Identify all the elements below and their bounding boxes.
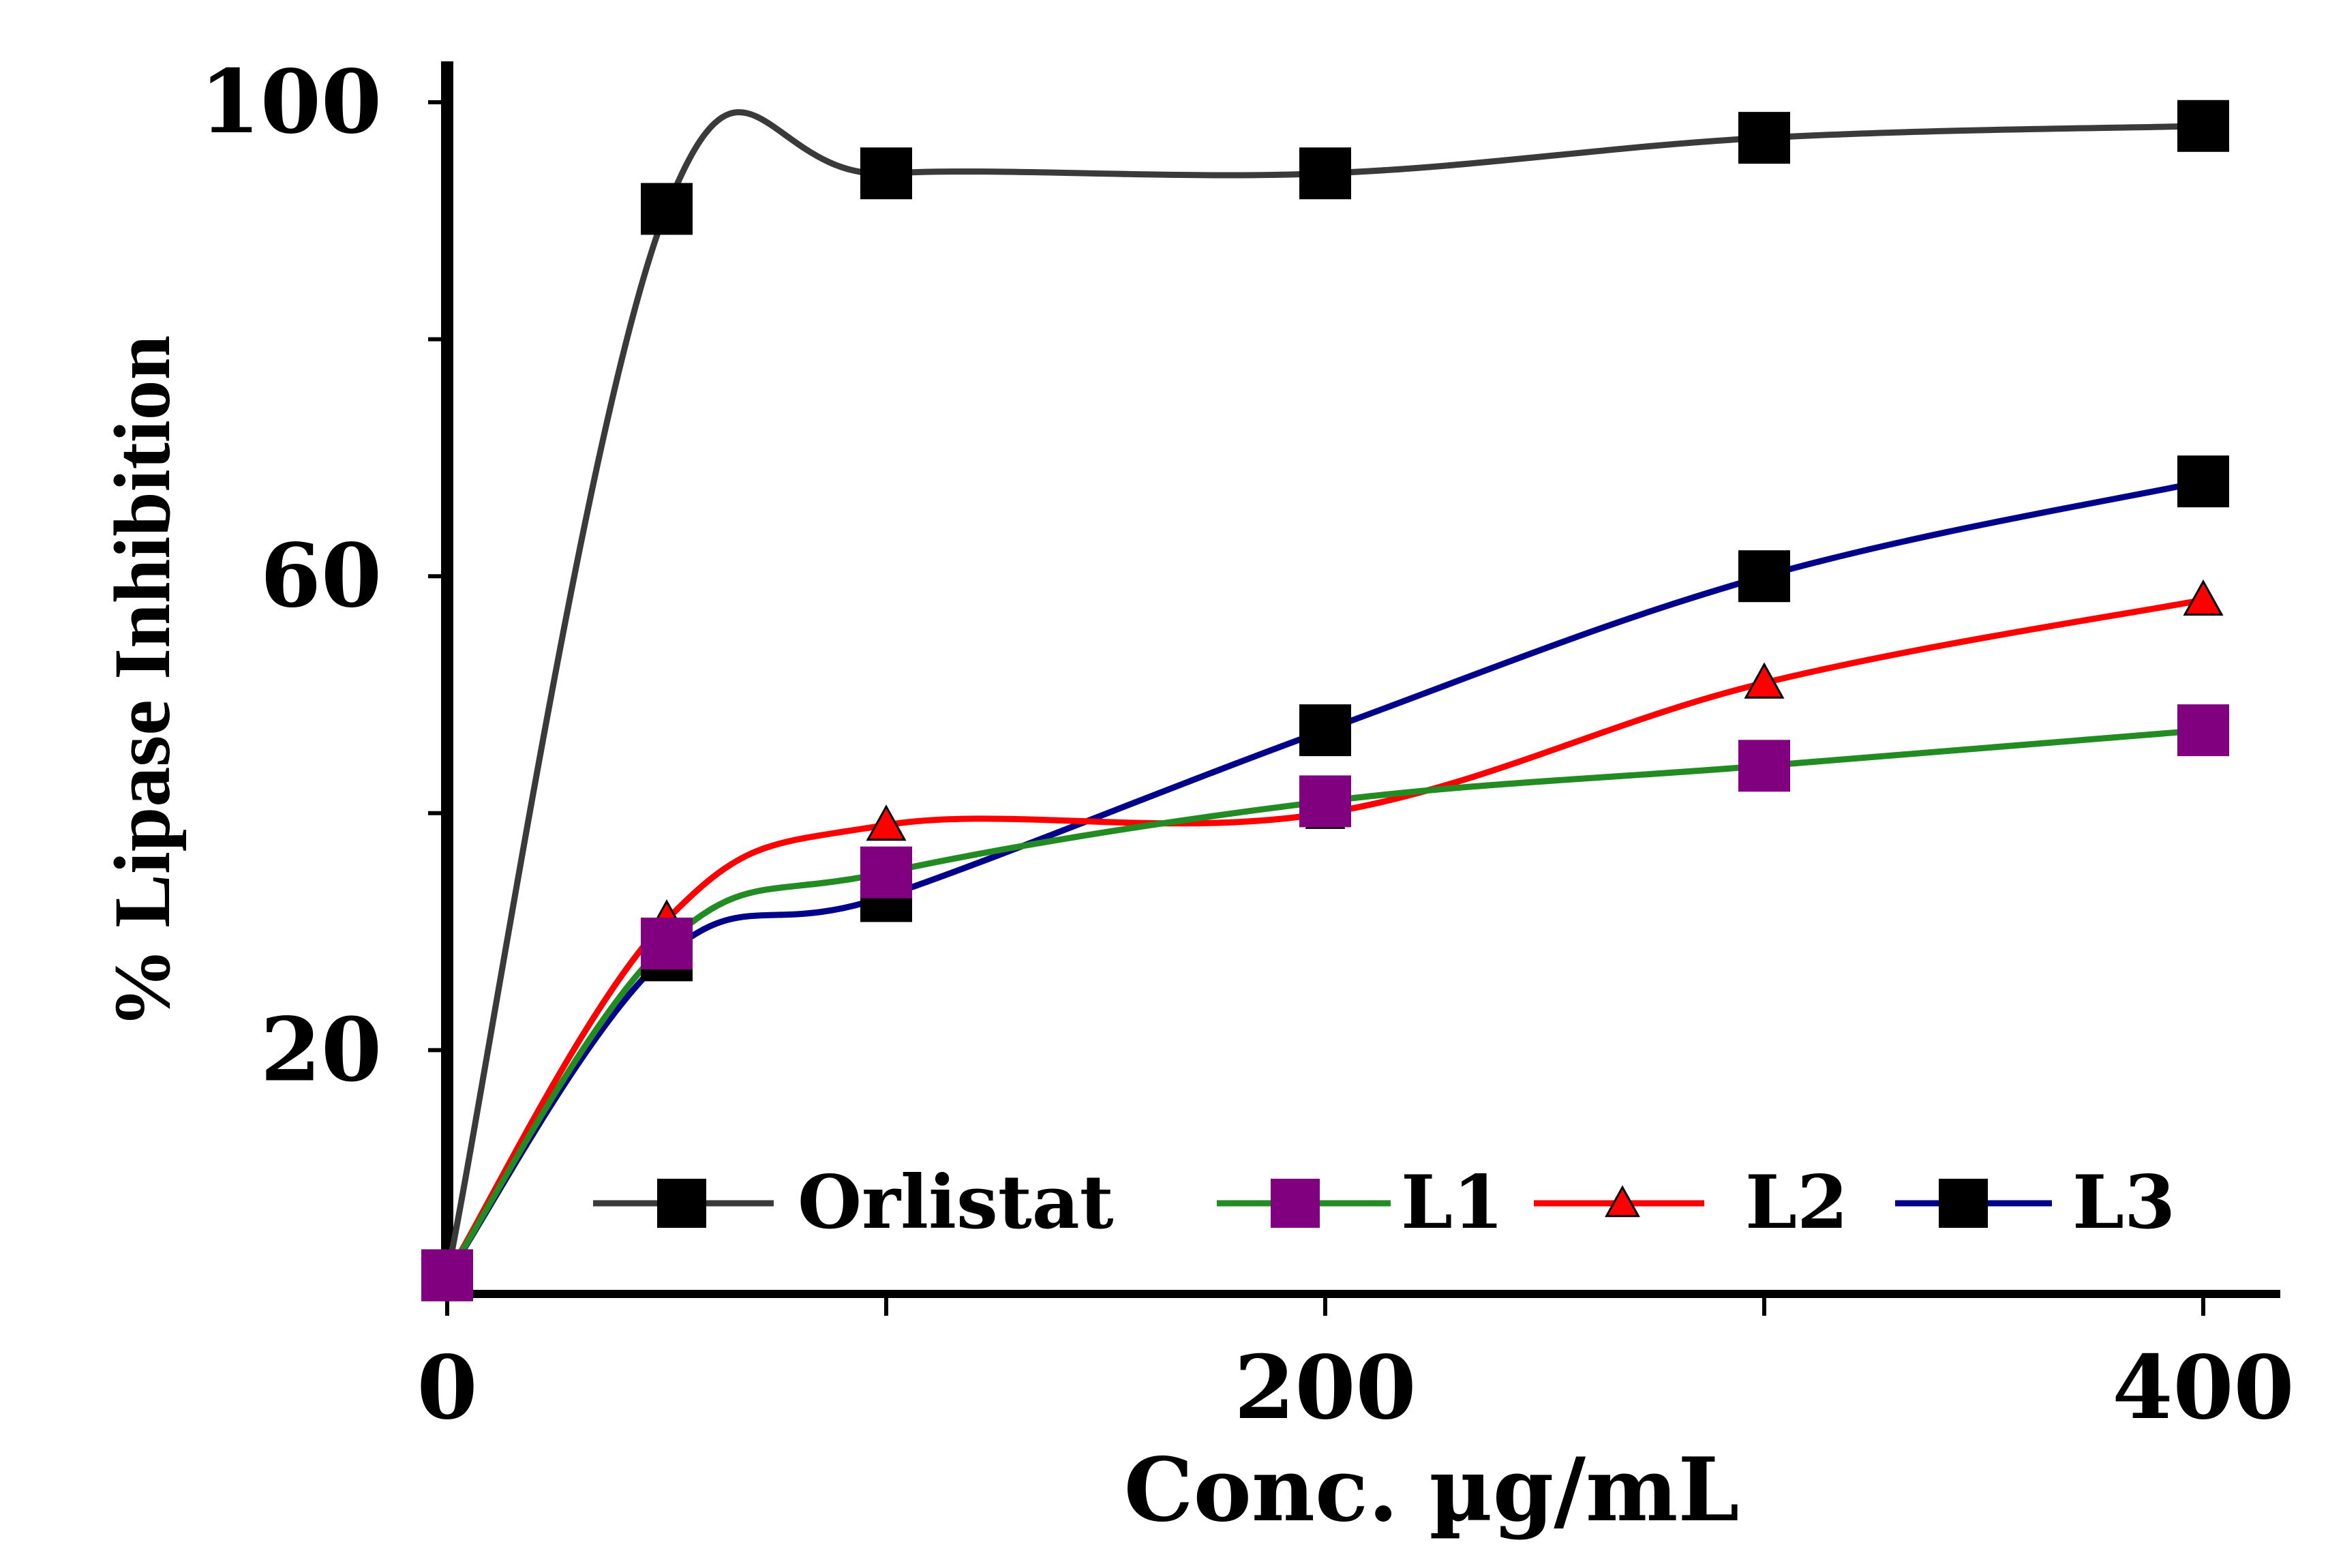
data-point-l1 <box>2177 704 2229 757</box>
data-point-l1 <box>421 1249 473 1301</box>
data-point-l2 <box>866 804 907 841</box>
legend-marker-orlistat <box>657 1179 706 1228</box>
legend-label-orlistat: Orlistat <box>798 1160 1114 1246</box>
data-point-orlistat <box>1299 147 1351 200</box>
y-tick-label: 20 <box>260 999 382 1101</box>
data-point-l1 <box>1299 775 1351 828</box>
data-point-l1 <box>641 917 693 969</box>
legend-label-l2: L2 <box>1745 1160 1848 1246</box>
series-line-orlistat <box>444 109 2204 1276</box>
x-tick-label: 200 <box>1234 1337 1416 1439</box>
data-point-l2 <box>2183 579 2224 616</box>
series-lines <box>444 109 2204 1278</box>
data-point-l1 <box>1738 740 1790 792</box>
x-tick-label: 400 <box>2112 1337 2294 1439</box>
data-point-orlistat <box>1738 112 1790 164</box>
data-point-l3 <box>1299 704 1351 757</box>
data-point-orlistat <box>641 183 693 235</box>
legend-marker-l3 <box>1939 1179 1988 1228</box>
y-tick-label: 100 <box>200 51 382 153</box>
data-point-l1 <box>860 846 912 899</box>
series-line-l1 <box>444 727 2204 1278</box>
series-markers <box>421 100 2229 1301</box>
data-point-l3 <box>2177 455 2229 508</box>
axes: 20 60 100 0 200 400 <box>200 51 2295 1439</box>
y-axis-title: % Lipase Inhibition <box>97 335 187 1028</box>
legend-marker-l1 <box>1271 1179 1320 1228</box>
y-tick-label: 60 <box>260 525 382 627</box>
x-axis-title: Conc. µg/mL <box>1124 1439 1740 1541</box>
series-line-l2 <box>444 597 2204 1277</box>
data-point-orlistat <box>860 147 912 200</box>
series-line-l3 <box>444 478 2204 1278</box>
data-point-orlistat <box>2177 100 2229 152</box>
x-tick-label: 0 <box>417 1337 477 1439</box>
legend: Orlistat L1 L2 L3 <box>593 1160 2175 1246</box>
legend-label-l3: L3 <box>2072 1160 2175 1246</box>
data-point-l3 <box>1738 550 1790 603</box>
legend-label-l1: L1 <box>1401 1160 1504 1246</box>
data-point-l2 <box>1744 662 1785 699</box>
legend-marker-l2 <box>1605 1185 1640 1218</box>
